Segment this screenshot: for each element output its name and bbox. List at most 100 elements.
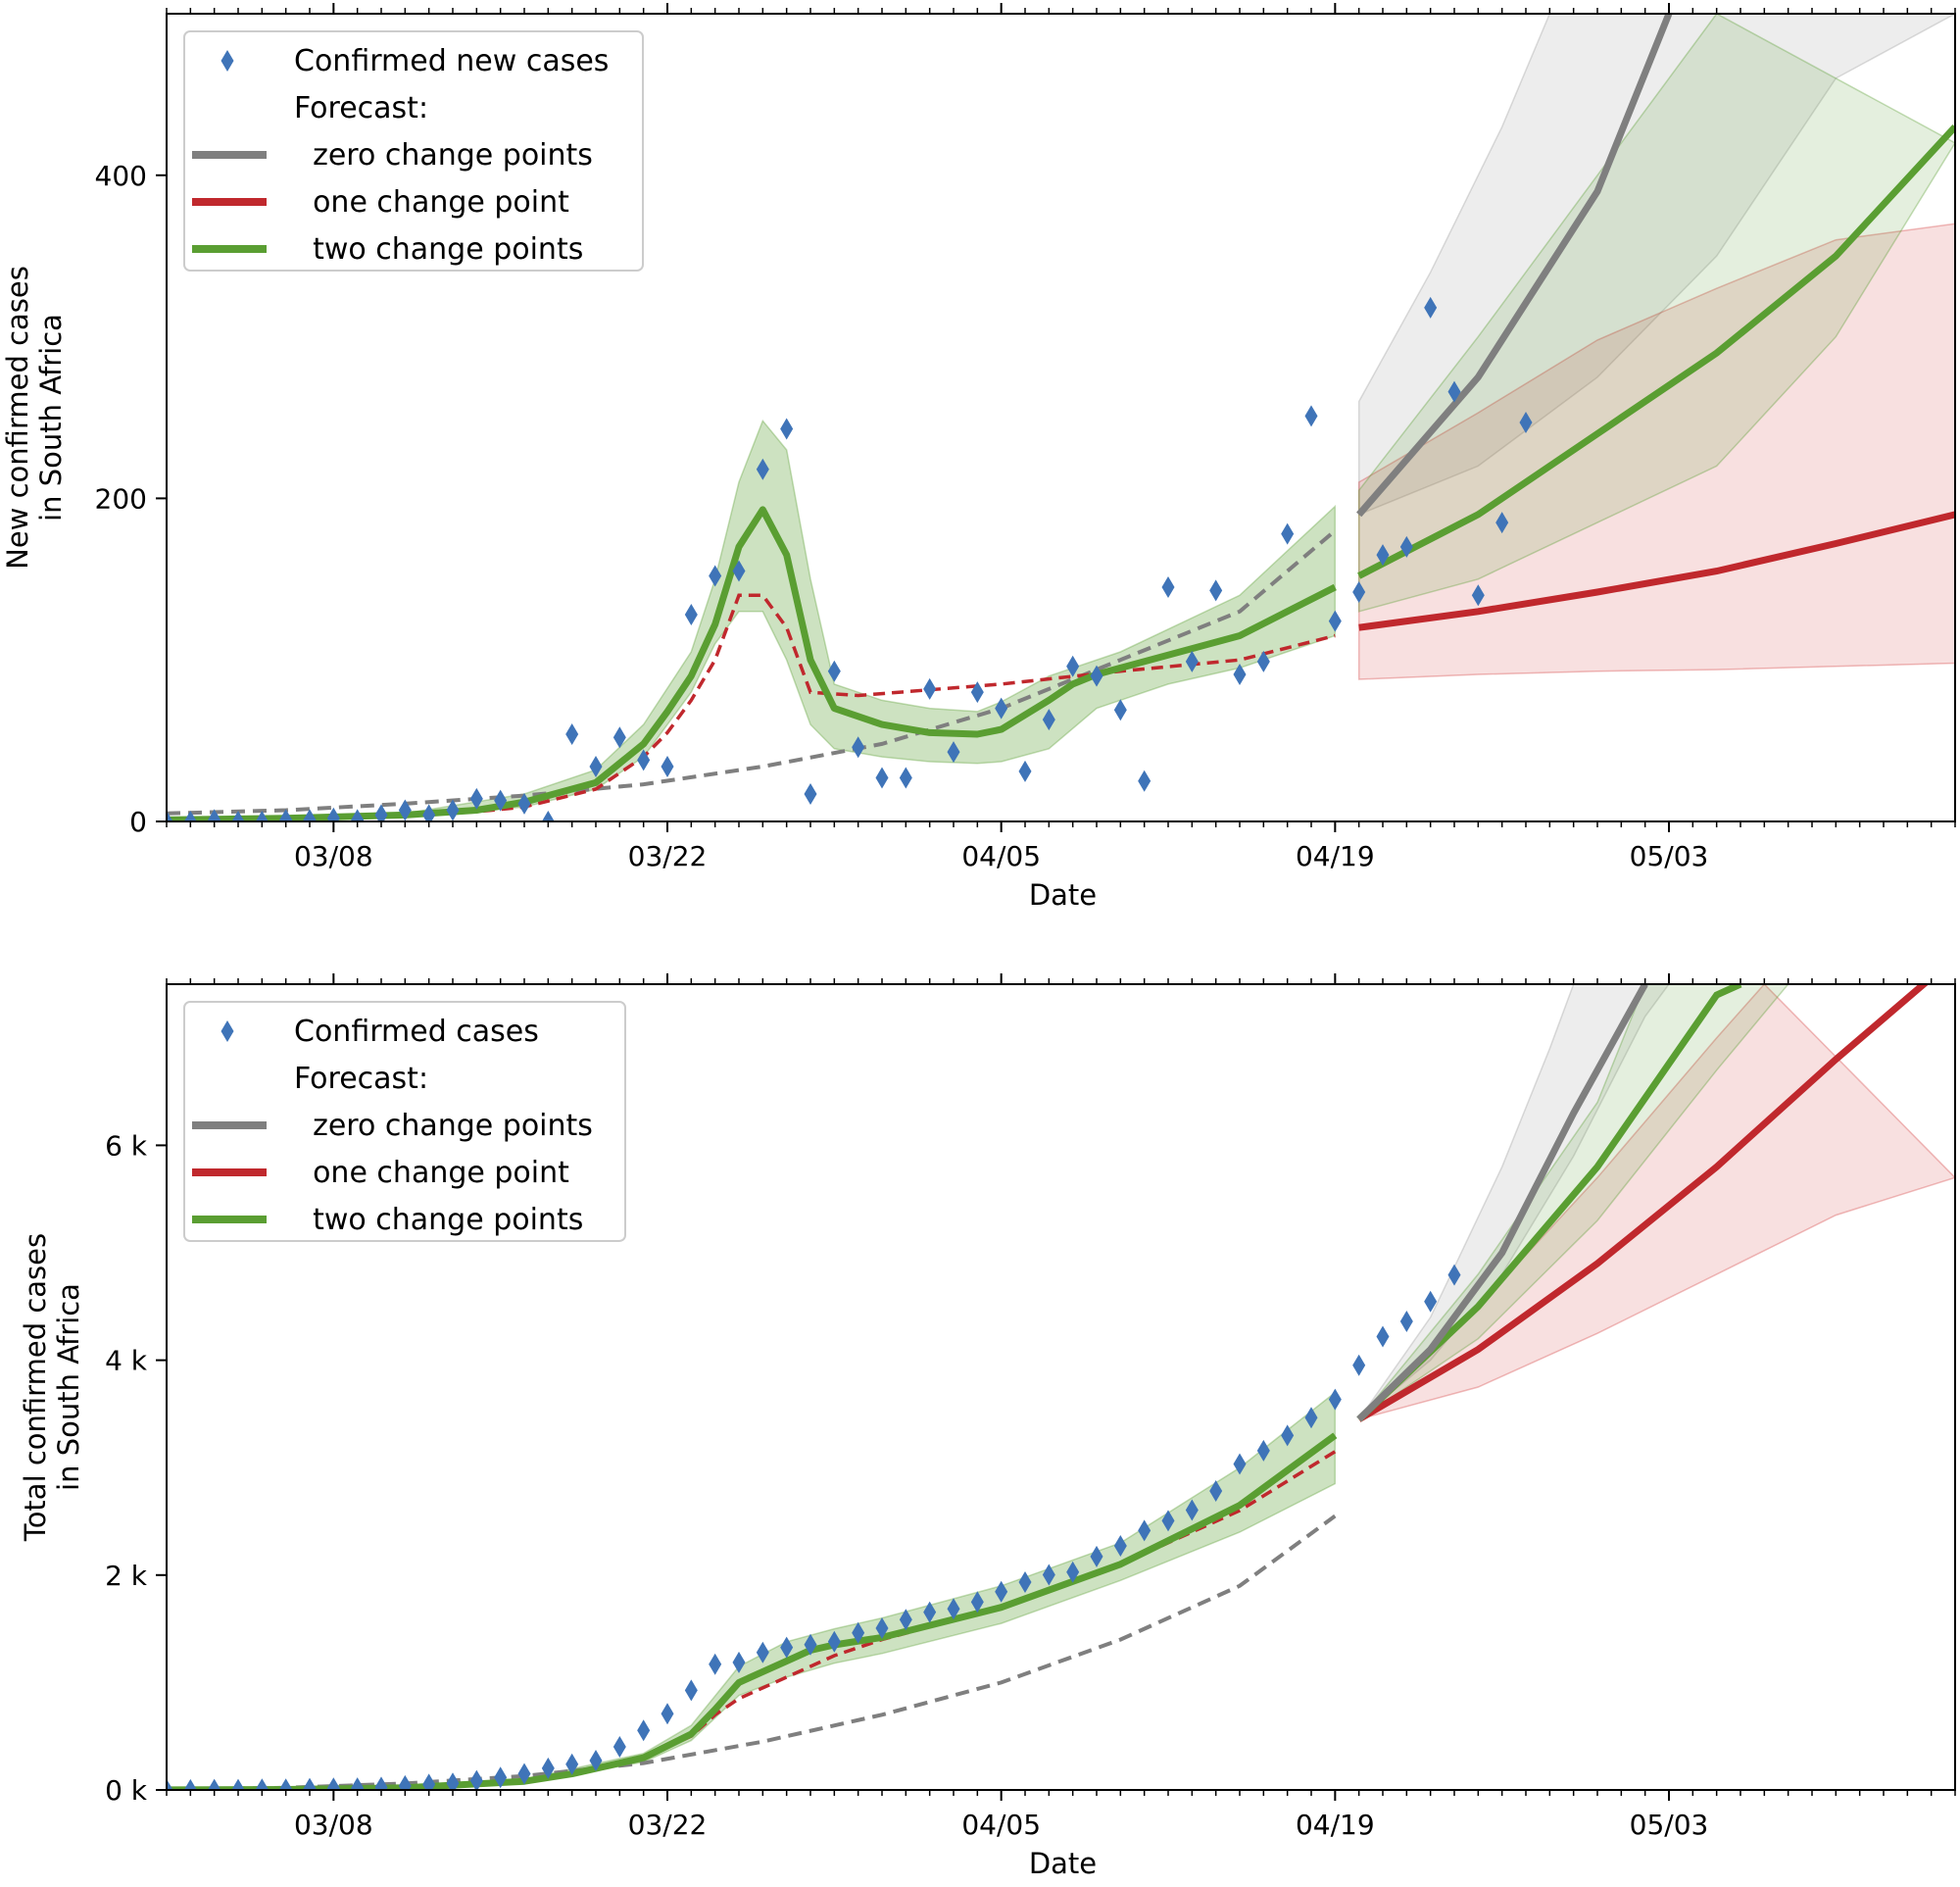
data-point [231, 1778, 245, 1790]
data-point [1304, 405, 1318, 427]
y-axis-label: Total confirmed casesin South Africa [19, 1233, 85, 1542]
data-point [1471, 584, 1485, 607]
data-point [446, 799, 460, 821]
data-point [541, 1757, 555, 1779]
legend-label-series: two change points [294, 1203, 583, 1237]
data-point [183, 1778, 197, 1790]
data-point [255, 1778, 269, 1790]
legend-marker-icon [220, 1020, 234, 1042]
x-tick-label: 03/08 [294, 1809, 373, 1841]
data-point [326, 807, 340, 821]
data-point [167, 1778, 173, 1790]
data-point [1447, 380, 1461, 403]
data-point [565, 723, 579, 746]
data-point [1042, 709, 1055, 731]
data-point [780, 1636, 794, 1659]
line-zero-change-points-fit [167, 528, 1337, 816]
data-point [1233, 664, 1247, 686]
band-two-change-points-forecast [1357, 14, 1955, 613]
band-two-change-points-fit [167, 419, 1337, 821]
band-two-change-points-fit [167, 1390, 1337, 1790]
data-point [709, 1653, 722, 1675]
axes-frame [166, 983, 1956, 1791]
data-point [1090, 1545, 1103, 1567]
chart-new-cases: 03/08 03/22 04/05 04/19 05/03 Date 0 200 400 New … [1, 3, 1956, 912]
line-two-change-points-forecast [1357, 124, 1955, 579]
data-point [1161, 1510, 1175, 1532]
data-point [684, 604, 698, 626]
data-point [279, 1778, 293, 1790]
data-point [827, 1630, 841, 1653]
data-point [612, 1735, 626, 1758]
data-point [684, 1679, 698, 1702]
x-axis-label: Date [1029, 878, 1097, 912]
data-point [422, 804, 436, 821]
line-two-change-points-fit [167, 1432, 1338, 1790]
data-point [1138, 770, 1152, 792]
line-one-change-point-forecast [1358, 511, 1955, 631]
axes-frame [166, 13, 1956, 822]
data-point [1281, 1424, 1295, 1447]
data-point [183, 811, 197, 821]
x-tick-label: 05/03 [1630, 840, 1709, 872]
data-point [637, 749, 651, 771]
y-tick-label: 0 [129, 806, 147, 838]
line-one-change-point-forecast [1356, 984, 1930, 1422]
data-point [1185, 650, 1199, 672]
data-point [661, 1703, 674, 1725]
x-tick-label: 04/05 [961, 840, 1041, 872]
y-tick-label: 0 k [105, 1774, 148, 1807]
data-point [541, 811, 555, 821]
data-point [1376, 544, 1390, 567]
data-point [1161, 576, 1175, 599]
data-point [1233, 1453, 1247, 1475]
data-point [398, 799, 412, 821]
y-tick-label: 2 k [105, 1560, 148, 1592]
x-tick-label: 05/03 [1630, 1809, 1709, 1841]
data-point [970, 1591, 984, 1614]
data-point [1042, 1564, 1055, 1586]
data-point [1209, 1479, 1223, 1502]
data-point [732, 560, 746, 582]
y-axis-label: New confirmed casesin South Africa [1, 266, 68, 570]
data-point [995, 1580, 1008, 1603]
data-point [1328, 1388, 1342, 1411]
data-point [661, 755, 674, 777]
y-tick-label: 200 [95, 482, 147, 515]
data-point [469, 787, 483, 810]
data-point [565, 1753, 579, 1775]
legend-marker-icon [220, 50, 234, 72]
data-point [1304, 1407, 1318, 1429]
x-axis-label: Date [1029, 1847, 1097, 1880]
data-point [208, 809, 221, 821]
data-point [494, 789, 508, 812]
data-point [899, 1609, 912, 1631]
data-point [804, 1633, 817, 1656]
x-tick-label: 03/22 [628, 1809, 708, 1841]
data-point [1066, 655, 1080, 677]
data-point [1138, 1519, 1152, 1542]
data-point [589, 1749, 603, 1771]
data-point [756, 1641, 769, 1664]
data-point [1018, 1571, 1032, 1594]
y-axis: 0 k 2 k 4 k 6 k [105, 1129, 167, 1807]
line-zero-change-points-forecast [1356, 14, 1673, 518]
y-tick-label: 4 k [105, 1345, 148, 1377]
plot-area [167, 14, 1955, 821]
data-point [923, 1601, 937, 1623]
data-point [303, 809, 317, 821]
data-point [517, 1763, 531, 1785]
data-point [1495, 512, 1509, 534]
data-point [1424, 1290, 1438, 1313]
data-point [1281, 522, 1295, 545]
data-point [422, 1773, 436, 1790]
legend-forecast-heading: Forecast: [294, 91, 428, 125]
data-point [1090, 665, 1103, 687]
data-point [709, 565, 722, 587]
data-point [517, 792, 531, 815]
data-point [995, 697, 1008, 720]
data-point [756, 458, 769, 480]
x-tick-label: 04/05 [961, 1809, 1041, 1841]
data-point [469, 1769, 483, 1790]
